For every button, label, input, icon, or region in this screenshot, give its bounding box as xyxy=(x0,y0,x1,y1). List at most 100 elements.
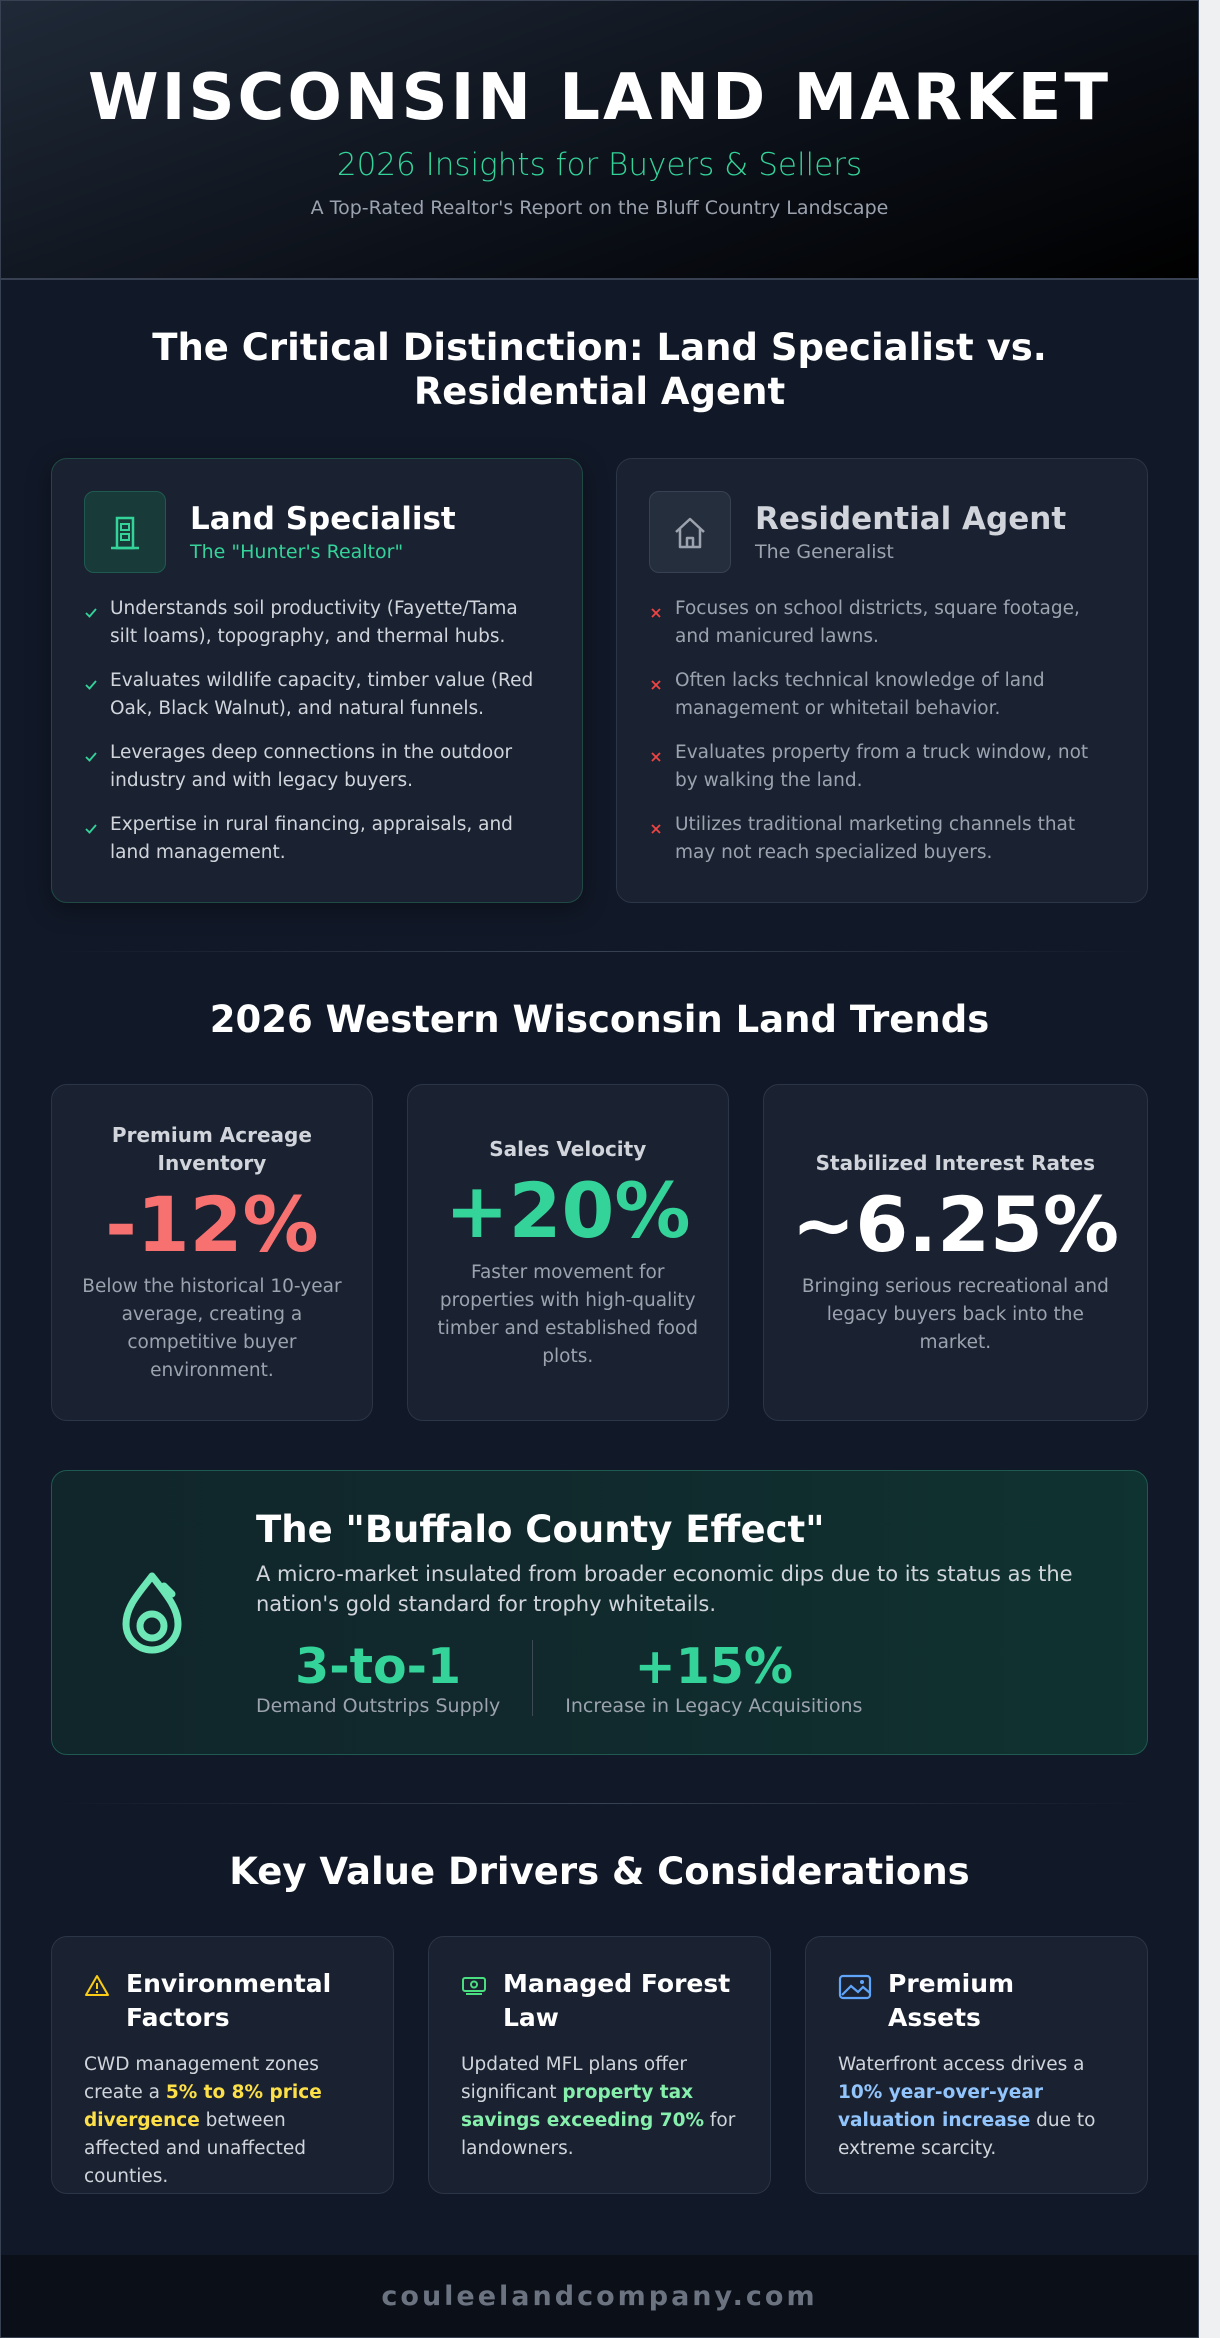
icon xyxy=(462,1977,486,1995)
stat-value: +20% xyxy=(444,1165,691,1255)
driver-title: Premium Assets xyxy=(888,1969,1015,2032)
list-item: Utilizes traditional marketing channels … xyxy=(649,811,1115,867)
driver-header: Managed Forest Law xyxy=(461,1967,738,2035)
feature-stat: +15% Increase in Legacy Acquisitions xyxy=(565,1638,863,1718)
driver-card: Premium Assets Waterfront access drives a… xyxy=(805,1936,1148,2194)
icon xyxy=(675,517,705,549)
feature-stat: 3-to-1 Demand Outstrips Supply xyxy=(256,1638,501,1718)
stat-card: Premium Acreage Inventory -12% Below the h… xyxy=(51,1084,373,1421)
list-text: Focuses on school districts, square foot… xyxy=(675,598,1080,647)
divider xyxy=(51,951,1148,952)
feature-box: The "Buffalo County Effect" A micro-mark… xyxy=(51,1470,1148,1755)
content: The Critical Distinction: Land Specialis… xyxy=(1,326,1198,2194)
separator xyxy=(532,1640,534,1716)
icon xyxy=(85,824,97,834)
stat-card: Sales Velocity +20% Faster movement for pr… xyxy=(406,1084,729,1421)
feature-stat-value: 3-to-1 xyxy=(295,1638,462,1695)
driver-text: Waterfront access drives a 10% year-over… xyxy=(838,2051,1115,2163)
list-item: Expertise in rural financing, appraisals… xyxy=(84,811,550,867)
card-header: Land Specialist The "Hunter's Realtor" xyxy=(84,491,550,573)
icon xyxy=(85,752,97,762)
list-text: Utilizes traditional marketing channels … xyxy=(675,814,1076,863)
stat-label: Premium Acreage Inventory xyxy=(111,1122,312,1175)
comparison-card: Residential Agent The Generalist Focuses o… xyxy=(616,458,1148,903)
card-heading: Land Specialist The "Hunter's Realtor" xyxy=(190,501,456,563)
driver-header: Environmental Factors xyxy=(84,1967,361,2035)
comparison: Land Specialist The "Hunter's Realtor" Und… xyxy=(51,458,1148,903)
list-text: Understands soil productivity (Fayette/T… xyxy=(110,598,518,647)
text: due to extreme scarcity. xyxy=(838,2110,1096,2159)
icon xyxy=(111,516,139,550)
stat-description: Faster movement for properties with high… xyxy=(437,1261,699,1367)
section-title: Key Value Drivers & Considerations xyxy=(229,1850,970,1893)
feature-stat-label: Demand Outstrips Supply xyxy=(256,1695,501,1717)
list-item: Focuses on school districts, square foot… xyxy=(649,595,1115,651)
stat-description: Bringing serious recreational and legacy… xyxy=(801,1275,1109,1353)
divider xyxy=(51,1803,1148,1804)
highlight: property tax savings exceeding 70% xyxy=(461,2082,705,2131)
icon-box xyxy=(649,491,731,573)
card-header: Residential Agent The Generalist xyxy=(649,491,1115,573)
list-text: Expertise in rural financing, appraisals… xyxy=(110,814,513,863)
stat-card: Stabilized Interest Rates ~6.25% Bringing … xyxy=(762,1084,1148,1421)
stat-value: -12% xyxy=(105,1179,319,1269)
highlight: 10% year-over-year valuation increase xyxy=(838,2082,1043,2131)
driver-title: Environmental Factors xyxy=(126,1969,332,2032)
icon xyxy=(85,1975,109,1996)
feature-stat-label: Increase in Legacy Acquisitions xyxy=(565,1695,863,1717)
tagline: A Top-Rated Realtor's Report on the Bluf… xyxy=(310,197,889,219)
stat-value: ~6.25% xyxy=(791,1179,1119,1269)
icon xyxy=(85,608,97,618)
text: for landowners. xyxy=(461,2110,736,2159)
feature-title: The "Buffalo County Effect" xyxy=(256,1508,825,1551)
list-item: Often lacks technical knowledge of land … xyxy=(649,667,1115,723)
list-item: Evaluates property from a truck window, … xyxy=(649,739,1115,795)
driver-title: Managed Forest Law xyxy=(503,1969,731,2032)
comparison-card: Land Specialist The "Hunter's Realtor" Und… xyxy=(51,458,583,903)
icon xyxy=(838,1974,872,2000)
list-text: Often lacks technical knowledge of land … xyxy=(675,670,1045,719)
list-item: Leverages deep connections in the outdoo… xyxy=(84,739,550,795)
feature-body: The "Buffalo County Effect" A micro-mark… xyxy=(256,1508,1146,1717)
drop-icon xyxy=(122,1572,182,1653)
text: Waterfront access drives a xyxy=(838,2054,1085,2075)
driver-header: Premium Assets xyxy=(838,1967,1115,2035)
drivers: Environmental Factors CWD management zone… xyxy=(51,1936,1148,2194)
feature-stats: 3-to-1 Demand Outstrips Supply +15% Increa… xyxy=(256,1638,1146,1718)
icon xyxy=(651,680,661,690)
icon xyxy=(651,824,661,834)
card-heading: Residential Agent The Generalist xyxy=(755,501,1066,563)
list-text: Leverages deep connections in the outdoo… xyxy=(110,742,513,791)
card-title: Land Specialist xyxy=(190,501,456,537)
text: CWD management zones create a xyxy=(84,2054,319,2103)
text: between affected and unaffected counties… xyxy=(84,2110,307,2187)
driver-text: Updated MFL plans offer significant prop… xyxy=(461,2051,738,2163)
list-text: Evaluates property from a truck window, … xyxy=(675,742,1089,791)
card-title: Residential Agent xyxy=(755,501,1067,537)
driver-card: Environmental Factors CWD management zone… xyxy=(51,1936,394,2194)
driver-card: Managed Forest Law Updated MFL plans offe… xyxy=(428,1936,771,2194)
card-subtitle: The Generalist xyxy=(755,541,894,563)
card-subtitle: The "Hunter's Realtor" xyxy=(190,541,404,563)
stats: Premium Acreage Inventory -12% Below the h… xyxy=(51,1084,1148,1421)
driver-text: CWD management zones create a 5% to 8% p… xyxy=(84,2051,361,2191)
feature-description: A micro-market insulated from broader ec… xyxy=(256,1562,1073,1616)
icon xyxy=(85,680,97,690)
subtitle: 2026 Insights for Buyers & Sellers xyxy=(336,147,863,183)
list-text: Evaluates wildlife capacity, timber valu… xyxy=(110,670,534,719)
stat-label: Stabilized Interest Rates xyxy=(815,1150,1096,1175)
stat-label: Sales Velocity xyxy=(489,1136,647,1161)
section-title: The Critical Distinction: Land Specialis… xyxy=(152,326,1047,413)
list-item: Understands soil productivity (Fayette/T… xyxy=(84,595,550,651)
page-title: WISCONSIN LAND MARKET xyxy=(88,61,1111,135)
feature-stat-value: +15% xyxy=(634,1638,793,1695)
text: Updated MFL plans offer significant xyxy=(461,2054,687,2103)
header: WISCONSIN LAND MARKET 2026 Insights for … xyxy=(1,1,1198,280)
icon xyxy=(651,752,661,762)
section-title: 2026 Western Wisconsin Land Trends xyxy=(209,998,990,1041)
list-item: Evaluates wildlife capacity, timber valu… xyxy=(84,667,550,723)
stat-description: Below the historical 10-year average, cr… xyxy=(82,1275,342,1381)
footer: couleelandcompany.com xyxy=(1,2255,1198,2337)
icon xyxy=(651,608,661,618)
